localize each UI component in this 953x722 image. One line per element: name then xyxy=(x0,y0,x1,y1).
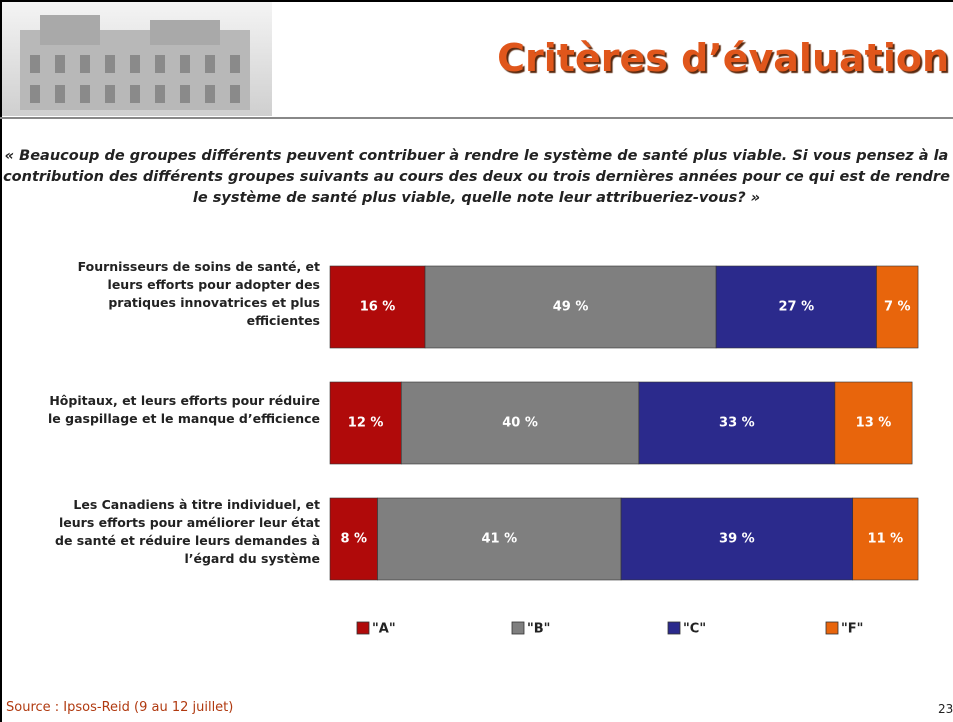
value-label: 13 % xyxy=(856,416,892,431)
value-label: 41 % xyxy=(481,532,517,547)
value-label: 39 % xyxy=(719,532,755,547)
value-label: 40 % xyxy=(502,416,538,431)
legend-swatch xyxy=(512,622,524,634)
category-label: Hôpitaux, et leurs efforts pour réduire … xyxy=(40,392,320,428)
value-label: 16 % xyxy=(360,300,396,315)
slide: {"chart_data": {"type": "stacked-bar-hor… xyxy=(0,0,953,722)
value-label: 33 % xyxy=(719,416,755,431)
legend-label: "C" xyxy=(683,622,706,637)
value-label: 8 % xyxy=(340,532,367,547)
legend-label: "B" xyxy=(527,622,550,637)
value-label: 11 % xyxy=(868,532,904,547)
legend-swatch xyxy=(357,622,369,634)
category-label: Les Canadiens à titre individuel, et leu… xyxy=(40,496,320,568)
page-number: 23 xyxy=(938,702,953,716)
value-label: 7 % xyxy=(884,300,911,315)
header-rule xyxy=(0,117,953,119)
value-label: 27 % xyxy=(778,300,814,315)
legend-swatch xyxy=(826,622,838,634)
category-label: Fournisseurs de soins de santé, et leurs… xyxy=(40,258,320,330)
value-label: 12 % xyxy=(348,416,384,431)
legend-label: "A" xyxy=(372,622,396,637)
value-label: 49 % xyxy=(553,300,589,315)
building-image xyxy=(2,2,272,116)
legend-label: "F" xyxy=(841,622,863,637)
legend-swatch xyxy=(668,622,680,634)
chart: 16 % 49 % 27 % 7 % 12 % 40 % 33 % 13 % 8 % 41 % 39… xyxy=(0,0,953,722)
title: Critères d’évaluation xyxy=(497,36,949,80)
source: Source : Ipsos-Reid (9 au 12 juillet) xyxy=(6,700,233,715)
question: « Beaucoup de groupes différents peuvent… xyxy=(0,146,953,209)
